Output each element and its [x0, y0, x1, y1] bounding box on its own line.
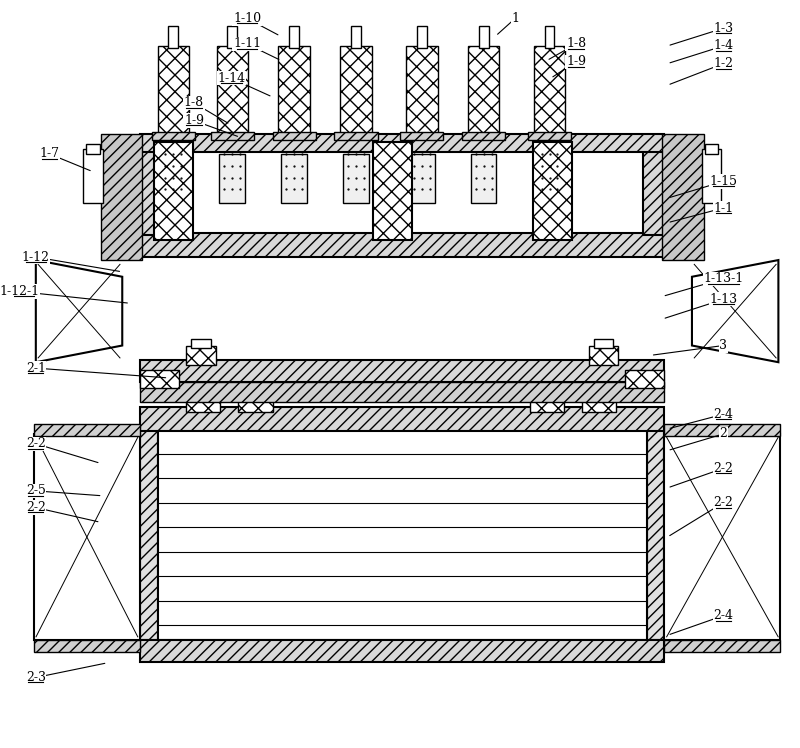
Bar	[534, 46, 566, 135]
Text: 2: 2	[719, 427, 727, 441]
Text: 1-8: 1-8	[566, 37, 586, 50]
Bar	[334, 132, 378, 140]
Text: 1-4: 1-4	[714, 40, 734, 52]
Bar	[83, 149, 102, 203]
Polygon shape	[34, 434, 140, 640]
Bar	[101, 135, 142, 260]
Bar	[340, 46, 372, 135]
Text: 2-2: 2-2	[26, 438, 46, 450]
Bar	[646, 429, 665, 640]
Polygon shape	[36, 260, 122, 362]
Bar	[479, 26, 489, 48]
Bar	[665, 424, 780, 436]
Bar	[625, 370, 665, 387]
Bar	[140, 640, 665, 662]
Bar	[186, 395, 221, 412]
Bar	[140, 233, 665, 257]
Text: 1-9: 1-9	[184, 114, 204, 127]
Bar	[462, 132, 506, 140]
Text: 1-9: 1-9	[566, 55, 586, 68]
Bar	[154, 142, 193, 240]
Bar	[152, 132, 195, 140]
Bar	[705, 144, 718, 154]
Bar	[169, 26, 178, 48]
Text: 1-10: 1-10	[233, 12, 261, 25]
Polygon shape	[665, 434, 780, 640]
Text: 2-3: 2-3	[26, 671, 46, 684]
Text: 1-8: 1-8	[184, 96, 204, 109]
Text: 1-13: 1-13	[710, 293, 738, 306]
Text: 2-2: 2-2	[714, 496, 734, 509]
Bar	[282, 154, 307, 203]
Bar	[702, 149, 722, 203]
Bar	[140, 382, 665, 402]
Text: 1-2: 1-2	[714, 57, 734, 70]
Bar	[594, 339, 614, 349]
Bar	[665, 640, 780, 652]
Bar	[186, 346, 215, 365]
Bar	[227, 26, 237, 48]
Bar	[290, 26, 299, 48]
Bar	[34, 424, 140, 436]
Bar	[158, 46, 189, 135]
Bar	[528, 132, 571, 140]
Bar	[203, 387, 210, 398]
Bar	[400, 132, 443, 140]
Polygon shape	[692, 260, 778, 362]
Text: 1-7: 1-7	[39, 147, 59, 161]
Text: 2-4: 2-4	[714, 609, 734, 622]
Bar	[471, 154, 497, 203]
Text: 1-13-1: 1-13-1	[703, 272, 743, 285]
Bar	[533, 142, 572, 240]
Bar	[86, 144, 100, 154]
Bar	[210, 132, 254, 140]
Bar	[161, 154, 186, 203]
Bar	[406, 46, 438, 135]
Text: 2-4: 2-4	[714, 408, 734, 421]
Bar	[662, 135, 704, 260]
Text: 1-1: 1-1	[714, 201, 734, 215]
Bar	[589, 346, 618, 365]
Bar	[140, 370, 179, 387]
Bar	[409, 154, 434, 203]
Bar	[643, 144, 665, 235]
Bar	[140, 429, 158, 640]
Text: 1-15: 1-15	[710, 175, 738, 188]
Bar	[217, 46, 248, 135]
Bar	[158, 429, 646, 640]
Text: 3: 3	[719, 339, 727, 352]
Bar	[343, 154, 369, 203]
Bar	[140, 144, 162, 235]
Text: 1-12: 1-12	[22, 251, 50, 263]
Text: 1-12-1: 1-12-1	[0, 285, 39, 298]
Bar	[417, 26, 426, 48]
Text: 1-11: 1-11	[233, 37, 261, 50]
Bar	[537, 154, 562, 203]
Text: 1-14: 1-14	[218, 72, 246, 85]
Text: 2-2: 2-2	[714, 462, 734, 475]
Text: 1: 1	[511, 12, 519, 25]
Bar	[273, 132, 316, 140]
Bar	[140, 408, 665, 431]
Bar	[191, 339, 210, 349]
Bar	[468, 46, 499, 135]
Bar	[545, 387, 553, 398]
Bar	[238, 395, 273, 412]
Text: 2-1: 2-1	[26, 361, 46, 375]
Bar	[278, 46, 310, 135]
Text: 1-3: 1-3	[714, 22, 734, 34]
Bar	[545, 26, 554, 48]
Bar	[140, 135, 665, 152]
Bar	[351, 26, 361, 48]
Bar	[34, 640, 140, 652]
Bar	[530, 395, 564, 412]
Text: 2-2: 2-2	[26, 501, 46, 514]
Text: 2-5: 2-5	[26, 485, 46, 497]
Bar	[582, 395, 616, 412]
Bar	[140, 361, 665, 382]
Bar	[219, 154, 245, 203]
Bar	[373, 142, 412, 240]
